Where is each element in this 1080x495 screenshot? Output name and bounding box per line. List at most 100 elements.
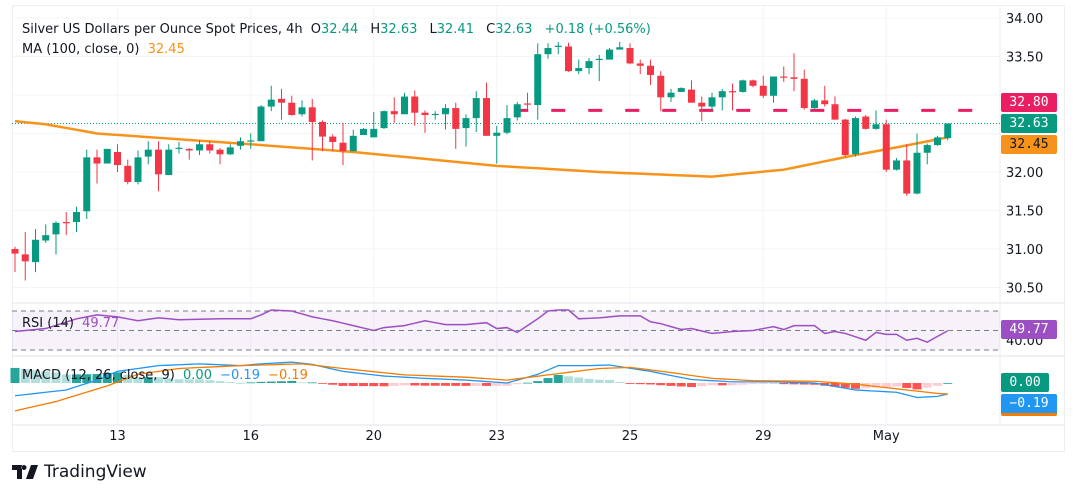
macd-histogram-bar	[840, 383, 850, 388]
candle	[329, 134, 337, 152]
candle-body	[862, 116, 870, 129]
macd-histogram-bar	[164, 378, 174, 383]
macd-histogram-bar	[102, 372, 112, 383]
y-tick-label: 31.00	[1006, 243, 1043, 258]
candle-body	[800, 78, 808, 109]
candle-body	[134, 157, 142, 183]
candle	[606, 48, 613, 60]
macd-histogram-bar	[656, 383, 666, 386]
macd-histogram-bar	[471, 383, 481, 386]
candle	[103, 148, 111, 164]
candle-body	[42, 235, 50, 241]
candle-body	[811, 100, 818, 109]
symbol-title: Silver US Dollars per Ounce Spot Prices,…	[22, 22, 303, 37]
candle-body	[237, 141, 244, 146]
candle	[411, 90, 419, 126]
candle	[718, 88, 726, 111]
candle-body	[62, 222, 70, 224]
rsi-pane	[12, 309, 1000, 351]
ma-legend[interactable]: MA (100, close, 0) 32.45	[22, 42, 189, 57]
macd-histogram-bar	[266, 381, 276, 383]
candle-body	[565, 46, 572, 72]
rsi-label: RSI (14)	[22, 316, 74, 331]
macd-histogram-bar	[441, 383, 450, 386]
macd-histogram-bar	[246, 382, 256, 384]
macd-pane	[10, 361, 953, 412]
candle	[534, 43, 542, 120]
x-tick-label: May	[873, 429, 900, 444]
candle	[319, 120, 326, 152]
candle	[73, 206, 80, 233]
macd-histogram-bar	[881, 383, 891, 388]
candle	[349, 129, 357, 152]
y-tick-label: 30.50	[1006, 282, 1043, 297]
low-label: L	[429, 22, 437, 37]
macd-histogram-bar	[31, 370, 40, 383]
macd-value: −0.19	[220, 368, 260, 383]
tradingview-logo[interactable]: TradingView	[12, 462, 147, 482]
macd-histogram-bar	[92, 374, 102, 383]
candle	[657, 71, 665, 112]
candle	[52, 221, 60, 255]
macd-histogram-bar	[225, 382, 235, 383]
macd-histogram-bar	[236, 383, 245, 384]
candle-body	[185, 148, 193, 151]
candle	[483, 82, 490, 136]
y-tick-label: 31.50	[1006, 205, 1043, 220]
candle	[780, 66, 788, 82]
candle-body	[206, 144, 214, 151]
candle-body	[780, 76, 788, 78]
candle-body	[657, 75, 665, 98]
macd-histogram-bar	[615, 381, 625, 383]
candle	[944, 123, 952, 141]
candle-body	[595, 58, 603, 61]
macd-histogram-bar	[553, 374, 563, 383]
candle	[185, 148, 193, 160]
x-tick-label: 16	[242, 429, 259, 444]
candle	[62, 212, 70, 236]
macd-signal-value: −0.19	[268, 368, 308, 383]
candle-body	[11, 249, 19, 254]
candle	[636, 59, 644, 75]
macd-histogram-bar	[738, 383, 748, 385]
candle	[575, 59, 583, 75]
candle-body	[73, 212, 80, 223]
candle-body	[124, 165, 132, 183]
macd-histogram-bar	[748, 383, 758, 385]
high-label: H	[370, 22, 381, 37]
candle	[503, 105, 511, 135]
open-label: O	[310, 22, 321, 37]
candle	[790, 53, 798, 92]
macd-histogram-bar	[769, 383, 778, 384]
candle	[708, 92, 716, 111]
macd-legend[interactable]: MACD (12, 26, close, 9) 0.00 −0.19 −0.19	[22, 368, 312, 383]
candle-body	[472, 98, 480, 119]
chart-legend: Silver US Dollars per Ounce Spot Prices,…	[22, 22, 655, 37]
macd-histogram-bar	[41, 371, 51, 383]
candle	[524, 92, 531, 109]
macd-histogram-bar	[113, 372, 122, 383]
candle-body	[790, 77, 798, 79]
macd-histogram-bar	[892, 383, 901, 387]
candle	[513, 101, 521, 121]
macd-histogram-bar	[523, 382, 532, 384]
macd-histogram-bar	[400, 383, 409, 386]
candle	[595, 54, 603, 82]
candle-body	[688, 89, 695, 103]
candle	[298, 100, 306, 117]
candle	[278, 88, 285, 120]
ma-label: MA (100, close, 0)	[22, 42, 140, 57]
candle	[175, 141, 183, 154]
candle-body	[380, 111, 388, 129]
rsi-legend[interactable]: RSI (14) 49.77	[22, 316, 123, 331]
candle	[206, 141, 214, 154]
x-tick-label: 29	[755, 429, 772, 444]
macd-histogram-bar	[10, 367, 20, 383]
ma-layer	[14, 119, 948, 178]
candle-body	[923, 145, 931, 153]
candle-body	[411, 96, 419, 113]
macd-histogram-bar	[717, 383, 727, 386]
candle-body	[339, 142, 347, 152]
candle-body	[821, 100, 829, 105]
